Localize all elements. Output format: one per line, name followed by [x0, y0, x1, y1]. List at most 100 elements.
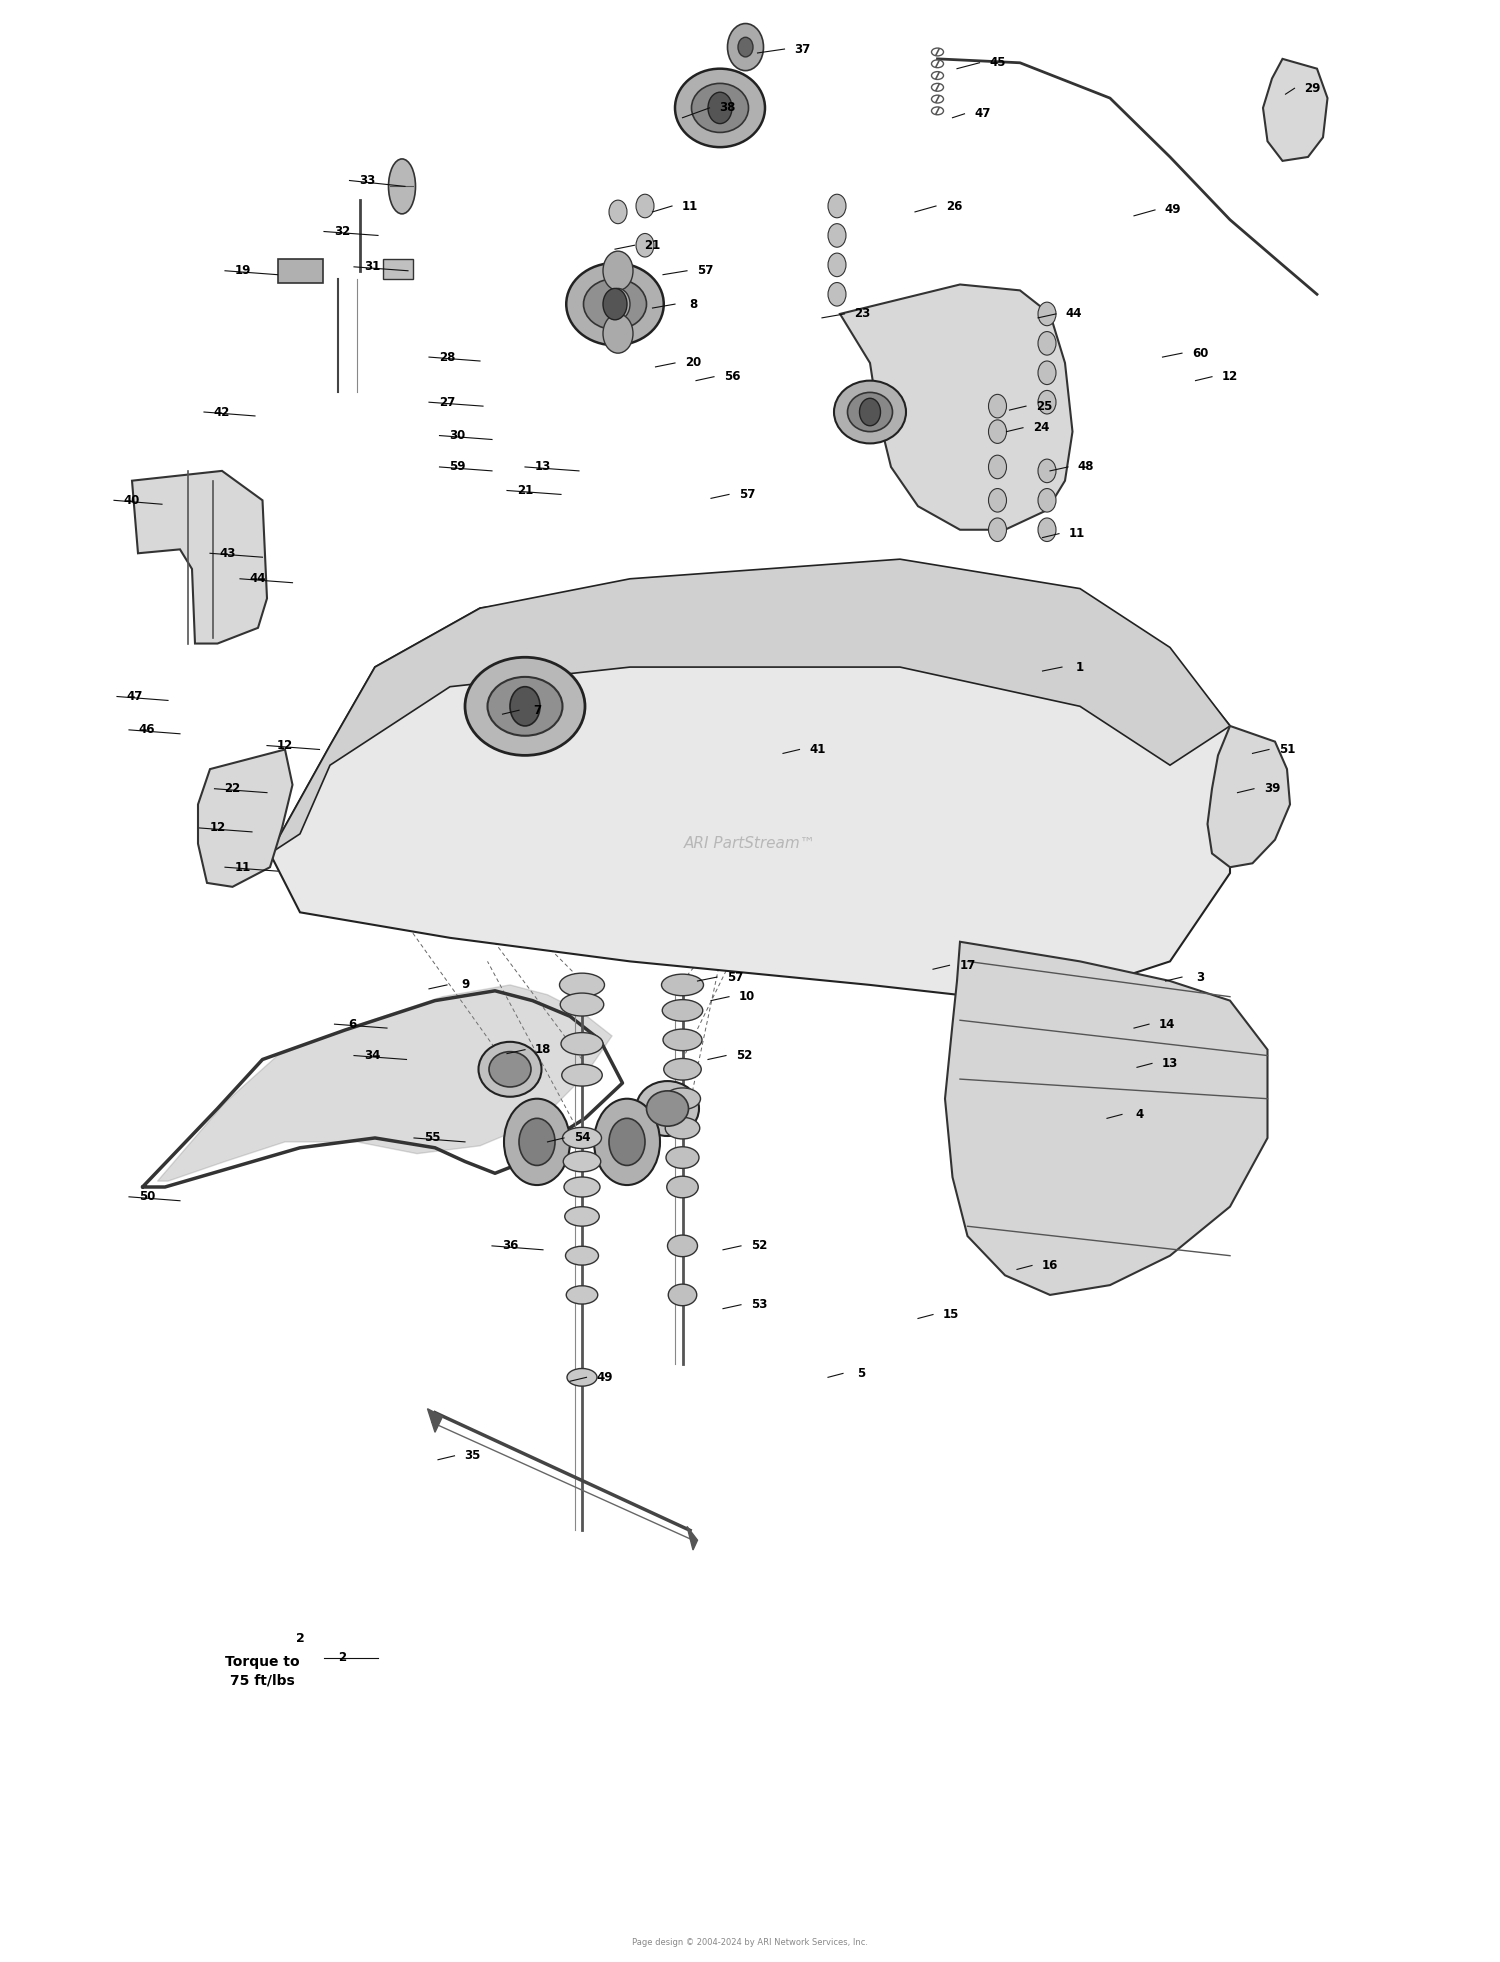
Text: 51: 51	[1280, 744, 1294, 755]
Text: 54: 54	[573, 1132, 590, 1144]
Ellipse shape	[847, 392, 892, 432]
Ellipse shape	[566, 1246, 598, 1265]
Ellipse shape	[669, 1283, 696, 1307]
Ellipse shape	[663, 1058, 700, 1079]
Text: 11: 11	[1070, 528, 1084, 540]
Text: 60: 60	[1192, 347, 1208, 359]
Text: 36: 36	[503, 1240, 518, 1252]
Text: 35: 35	[465, 1450, 480, 1462]
Text: 53: 53	[752, 1299, 766, 1311]
Circle shape	[636, 194, 654, 218]
Circle shape	[603, 251, 633, 290]
Circle shape	[519, 1118, 555, 1165]
Circle shape	[1038, 518, 1056, 542]
Bar	[382, 259, 412, 279]
Text: 30: 30	[450, 430, 465, 441]
Text: 49: 49	[1164, 204, 1182, 216]
Text: 12: 12	[1222, 371, 1238, 383]
Polygon shape	[198, 749, 292, 887]
Ellipse shape	[567, 1285, 597, 1305]
Circle shape	[510, 687, 540, 726]
Circle shape	[1038, 459, 1056, 483]
Polygon shape	[427, 1409, 442, 1432]
Text: 55: 55	[423, 1132, 439, 1144]
Ellipse shape	[662, 973, 704, 995]
Text: 4: 4	[1136, 1109, 1144, 1120]
Ellipse shape	[567, 1369, 597, 1385]
Ellipse shape	[561, 993, 603, 1016]
Text: 59: 59	[450, 461, 465, 473]
Text: 11: 11	[236, 861, 250, 873]
Text: 21: 21	[518, 485, 532, 496]
Ellipse shape	[562, 1128, 602, 1148]
Circle shape	[636, 233, 654, 257]
Text: 49: 49	[596, 1371, 612, 1383]
Circle shape	[859, 398, 880, 426]
Text: 43: 43	[220, 547, 236, 559]
Text: 24: 24	[1034, 422, 1048, 434]
Ellipse shape	[564, 1152, 600, 1171]
Text: 12: 12	[278, 740, 292, 751]
Bar	[278, 259, 322, 283]
Text: 34: 34	[364, 1050, 380, 1061]
Text: 56: 56	[723, 371, 741, 383]
Ellipse shape	[834, 381, 906, 443]
Text: Torque to
75 ft/lbs: Torque to 75 ft/lbs	[225, 1656, 300, 1687]
Text: 41: 41	[810, 744, 825, 755]
Circle shape	[603, 288, 627, 320]
Circle shape	[828, 283, 846, 306]
Text: 39: 39	[1264, 783, 1280, 795]
Text: 27: 27	[440, 396, 454, 408]
Text: 8: 8	[688, 298, 698, 310]
Text: 22: 22	[225, 783, 240, 795]
Circle shape	[1038, 361, 1056, 385]
Text: 20: 20	[686, 357, 700, 369]
Text: 28: 28	[440, 351, 454, 363]
Ellipse shape	[564, 1207, 598, 1226]
Text: 42: 42	[214, 406, 230, 418]
Ellipse shape	[663, 1028, 702, 1052]
Text: 47: 47	[128, 691, 142, 702]
Circle shape	[609, 259, 627, 283]
Text: 47: 47	[975, 108, 990, 120]
Circle shape	[988, 518, 1006, 542]
Ellipse shape	[564, 1177, 600, 1197]
Circle shape	[988, 394, 1006, 418]
Circle shape	[988, 420, 1006, 443]
Polygon shape	[132, 471, 267, 644]
Text: 44: 44	[249, 573, 267, 585]
Text: 23: 23	[855, 308, 870, 320]
Text: 48: 48	[1077, 461, 1094, 473]
Text: 46: 46	[138, 724, 156, 736]
Circle shape	[728, 24, 764, 71]
Text: 13: 13	[1162, 1058, 1178, 1069]
Polygon shape	[158, 985, 612, 1181]
Text: 25: 25	[1036, 400, 1052, 412]
Circle shape	[738, 37, 753, 57]
Text: 33: 33	[360, 175, 375, 186]
Text: 37: 37	[795, 43, 810, 55]
Polygon shape	[1263, 59, 1328, 161]
Circle shape	[708, 92, 732, 124]
Text: 14: 14	[1160, 1018, 1174, 1030]
Text: 38: 38	[720, 102, 735, 114]
Text: 9: 9	[460, 979, 470, 991]
Circle shape	[1038, 489, 1056, 512]
Text: 26: 26	[946, 200, 962, 212]
Text: 1: 1	[1076, 661, 1084, 673]
Text: 11: 11	[682, 200, 698, 212]
Text: 52: 52	[752, 1240, 766, 1252]
Text: 29: 29	[1305, 82, 1320, 94]
Circle shape	[609, 1118, 645, 1165]
Polygon shape	[1208, 726, 1290, 867]
Text: 10: 10	[740, 991, 754, 1003]
Polygon shape	[270, 569, 1230, 997]
Text: 17: 17	[960, 959, 975, 971]
Text: 16: 16	[1042, 1260, 1058, 1271]
Polygon shape	[687, 1526, 698, 1550]
Text: 2: 2	[296, 1632, 304, 1644]
Ellipse shape	[664, 1087, 700, 1110]
Circle shape	[828, 224, 846, 247]
Text: 5: 5	[856, 1368, 865, 1379]
Circle shape	[609, 200, 627, 224]
